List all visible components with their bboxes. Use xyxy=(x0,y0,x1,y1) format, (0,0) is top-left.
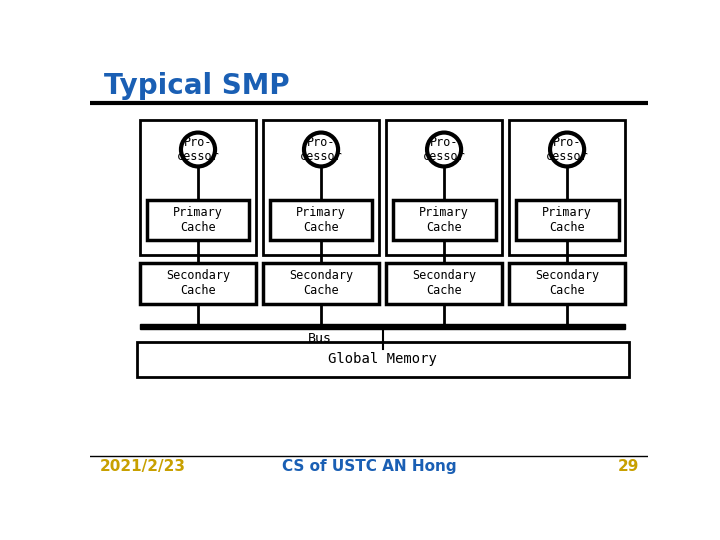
Bar xyxy=(140,264,256,303)
Text: CS of USTC AN Hong: CS of USTC AN Hong xyxy=(282,459,456,474)
Text: Bus: Bus xyxy=(307,333,332,346)
Text: 2021/2/23: 2021/2/23 xyxy=(99,459,185,474)
Text: Primary
Cache: Primary Cache xyxy=(173,206,223,234)
Circle shape xyxy=(427,132,461,166)
Text: Primary
Cache: Primary Cache xyxy=(542,206,592,234)
Circle shape xyxy=(181,132,215,166)
Text: Global Memory: Global Memory xyxy=(328,352,437,366)
Bar xyxy=(140,120,256,255)
Bar xyxy=(516,200,618,240)
Text: Secondary
Cache: Secondary Cache xyxy=(535,269,599,298)
Text: Secondary
Cache: Secondary Cache xyxy=(412,269,476,298)
Text: Pro-
cessor: Pro- cessor xyxy=(423,136,465,164)
Text: Primary
Cache: Primary Cache xyxy=(296,206,346,234)
Bar xyxy=(264,264,379,303)
Text: Secondary
Cache: Secondary Cache xyxy=(166,269,230,298)
Bar xyxy=(387,264,502,303)
Bar xyxy=(392,200,495,240)
Text: Secondary
Cache: Secondary Cache xyxy=(289,269,353,298)
Text: Typical SMP: Typical SMP xyxy=(104,72,289,100)
Bar xyxy=(137,342,629,377)
Bar xyxy=(510,120,625,255)
Text: Pro-
cessor: Pro- cessor xyxy=(546,136,588,164)
Circle shape xyxy=(304,132,338,166)
Bar xyxy=(140,323,625,329)
Bar xyxy=(269,200,372,240)
Text: Pro-
cessor: Pro- cessor xyxy=(176,136,220,164)
Circle shape xyxy=(550,132,584,166)
Text: Primary
Cache: Primary Cache xyxy=(419,206,469,234)
Text: Pro-
cessor: Pro- cessor xyxy=(300,136,343,164)
Bar xyxy=(147,200,249,240)
Bar xyxy=(387,120,502,255)
Bar xyxy=(264,120,379,255)
Bar xyxy=(510,264,625,303)
Text: 29: 29 xyxy=(617,459,639,474)
